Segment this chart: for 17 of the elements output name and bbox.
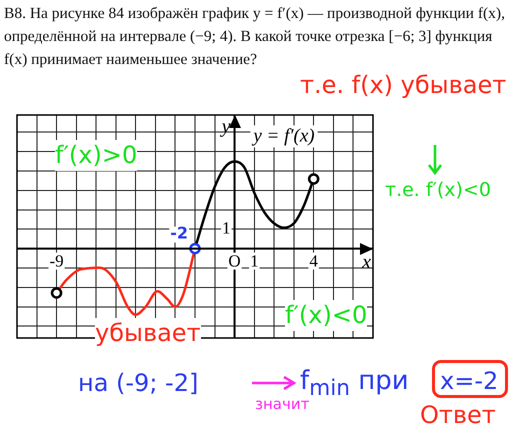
text: на (-9; -2] <box>78 368 198 399</box>
x-tick-label: -9 <box>49 252 64 271</box>
text: x=-2 <box>440 366 498 397</box>
text: убывает <box>95 318 201 350</box>
x-tick-label: 1 <box>250 252 259 271</box>
text: y = f′(x) <box>251 125 315 146</box>
annotation: f′(x)>0 <box>55 140 138 172</box>
x-tick-label: 4 <box>309 252 318 271</box>
x-tick-label: O <box>228 252 241 271</box>
annotation: 1 <box>222 218 231 238</box>
annotation: f′(x)<0 <box>285 300 368 332</box>
text: т.е. f(x) убывает <box>300 70 506 101</box>
text: Ответ <box>420 400 496 431</box>
chart-title: B8. На рисунке 84 изображён график y = f′(x) — производной функции f(x), определённой на интервале (−9; 4). В какой точке отрезка [−6; 3] функция f(x) принимает наименьшее значение? <box>4 5 505 68</box>
annotation: -2 <box>170 224 188 243</box>
text: т.е. f′(x)<0 <box>385 178 491 203</box>
x-axis-title: x <box>361 250 372 273</box>
